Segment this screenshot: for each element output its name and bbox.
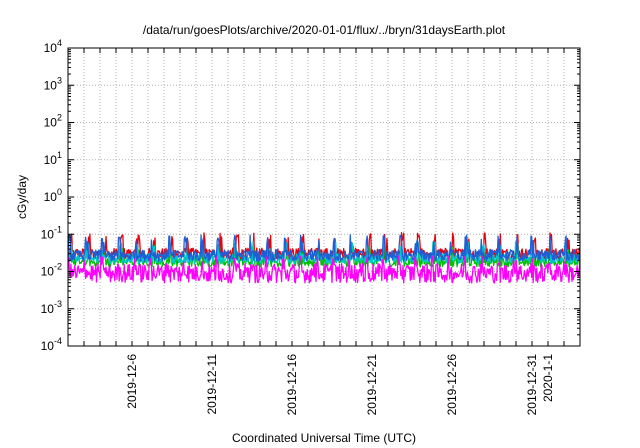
y-tick-label: 103 bbox=[44, 75, 62, 92]
x-tick-label: 2019-12-21 bbox=[365, 354, 379, 416]
series-line bbox=[68, 255, 580, 284]
y-tick-label: 104 bbox=[44, 38, 62, 55]
x-tick-label: 2019-12-16 bbox=[285, 354, 299, 416]
x-tick-label: 2019-12-11 bbox=[205, 354, 219, 415]
y-tick-label: 10-2 bbox=[41, 262, 62, 279]
plot-area bbox=[68, 232, 580, 284]
x-axis-label: Coordinated Universal Time (UTC) bbox=[232, 431, 416, 445]
series-line bbox=[68, 234, 580, 262]
y-tick-label: 10-4 bbox=[41, 336, 62, 353]
y-tick-label: 10-1 bbox=[41, 224, 62, 241]
y-tick-label: 10-3 bbox=[41, 299, 62, 316]
y-tick-label: 101 bbox=[44, 150, 62, 167]
y-tick-label: 100 bbox=[44, 187, 62, 204]
chart-title: /data/run/goesPlots/archive/2020-01-01/f… bbox=[143, 23, 506, 37]
y-axis-label: cGy/day bbox=[15, 175, 29, 219]
grid bbox=[68, 48, 580, 346]
y-tick-label: 102 bbox=[44, 113, 62, 130]
x-axis: 2019-12-6 2019-12-11 2019-12-16 2019-12-21 2… bbox=[83, 48, 565, 416]
y-axis: 10-4 10-3 10-2 10-1 100 101 102 103 104 bbox=[41, 38, 580, 353]
x-tick-label: 2019-12-26 bbox=[445, 354, 459, 416]
x-tick-label: 2019-12-6 bbox=[125, 354, 139, 409]
x-tick-label: 2019-12-31 bbox=[525, 354, 539, 416]
x-tick-label: 2020-1-1 bbox=[541, 354, 555, 402]
